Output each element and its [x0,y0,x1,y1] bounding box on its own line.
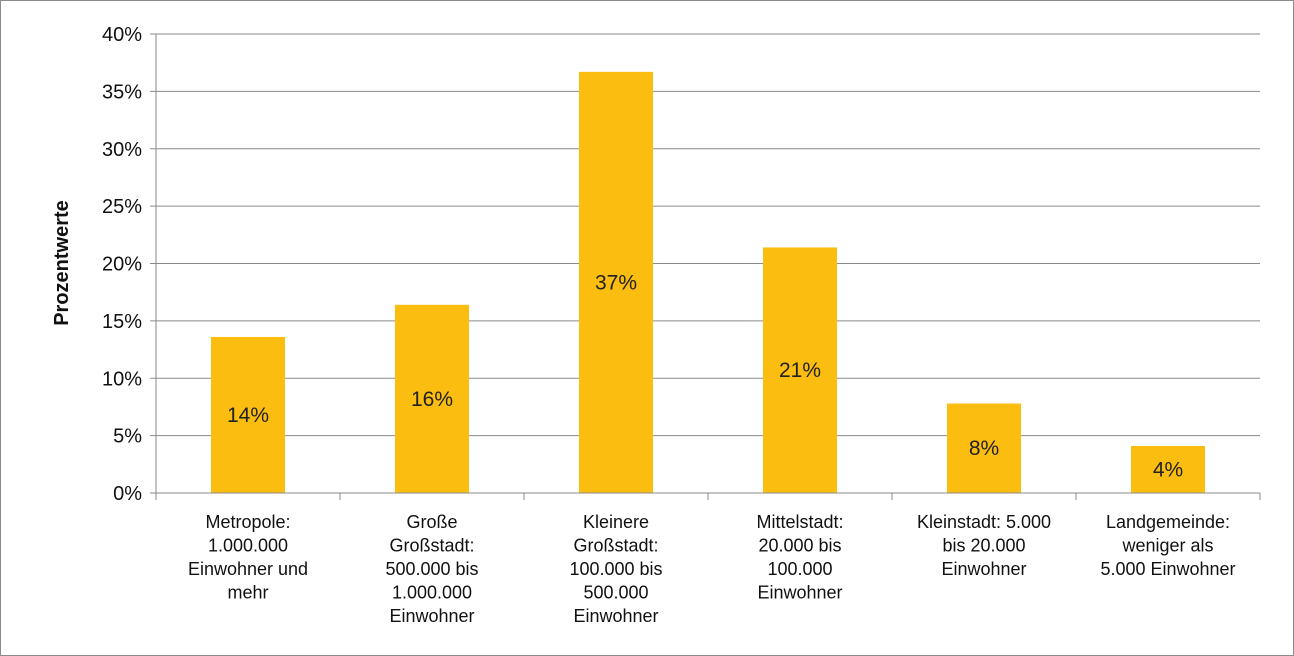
y-tick-label: 35% [102,81,142,103]
category-label: Große Großstadt: 500.000 bis 1.000.000 Einwo… [385,512,478,626]
y-tick-labels: 0% 5% 10% 15% 20% 25% 30% 35% 40% [102,24,142,505]
y-axis-title: Prozentwerte [51,200,73,326]
bar [1131,445,1205,493]
category-labels: Metropole: 1.000.000 Einwohner und mehr Groß… [188,512,1236,626]
gridlines [156,33,1260,437]
bar [211,336,285,493]
data-labels: 14% 16% 37% 21% 8% 4% [227,271,1183,481]
y-tick-label: 20% [102,254,142,276]
category-label: Landgemeinde: weniger als 5.000 Einwohner [1100,512,1235,579]
y-tick-label: 40% [102,24,142,46]
category-label: Kleinere Großstadt: 100.000 bis 500.000 Einw… [569,512,662,626]
bar [763,247,837,493]
data-label: 8% [969,437,999,460]
data-label: 14% [227,404,269,427]
data-label: 4% [1153,458,1183,481]
y-tick-label: 5% [113,426,142,448]
category-label: Mittelstadt: 20.000 bis 100.000 Einwohner [756,512,843,603]
category-label: Metropole: 1.000.000 Einwohner und mehr [188,512,308,603]
bar [395,304,469,493]
y-tick-label: 10% [102,368,142,390]
category-label: Kleinstadt: 5.000 bis 20.000 Einwohner [917,512,1051,579]
axes [150,33,1261,500]
bar [947,403,1021,493]
bars [211,71,1205,494]
y-tick-label: 30% [102,139,142,161]
data-label: 37% [595,271,637,294]
bar [579,71,653,494]
y-tick-label: 15% [102,311,142,333]
data-label: 21% [779,359,821,382]
data-label: 16% [411,388,453,411]
y-tick-label: 0% [113,483,142,505]
y-tick-label: 25% [102,196,142,218]
